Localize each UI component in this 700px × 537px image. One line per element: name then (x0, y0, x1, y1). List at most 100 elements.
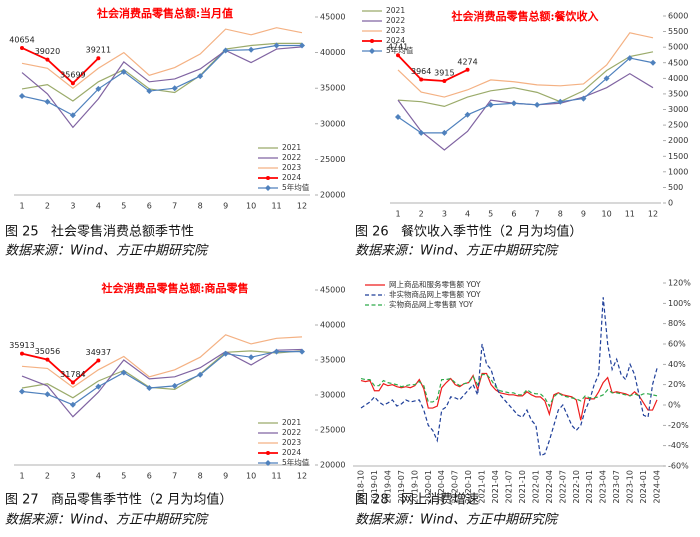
marker (69, 401, 76, 408)
legend-marker (266, 451, 270, 455)
x-tick-label: 11 (271, 202, 281, 211)
marker (96, 358, 101, 363)
x-tick-label: 5 (121, 472, 126, 481)
legend-label: 2024 (282, 173, 301, 182)
x-tick-label: 2020-10 (464, 470, 473, 503)
legend-label: 2021 (282, 418, 301, 427)
y-tick-label: 45000 (320, 13, 345, 22)
x-tick-label: 2018-10 (357, 470, 366, 503)
marker (120, 68, 127, 75)
x-tick-label: 9 (223, 472, 228, 481)
marker (557, 98, 564, 105)
marker (44, 98, 51, 105)
data-label: 4741 (388, 43, 408, 52)
y-tick-label: 3500 (668, 89, 688, 98)
legend-label: 2023 (282, 163, 301, 172)
y-tick-label: 4000 (668, 74, 688, 83)
x-tick-label: 3 (70, 472, 75, 481)
x-tick-label: 2021-01 (478, 470, 487, 503)
y-tick-label: 30000 (320, 119, 345, 128)
marker (44, 391, 51, 398)
data-label: 4274 (457, 57, 477, 66)
marker (19, 388, 25, 395)
x-tick-label: 2021-04 (491, 470, 500, 503)
data-label: 3964 (411, 67, 431, 76)
legend-label: 2021 (386, 6, 405, 15)
x-tick-label: 2021-07 (505, 470, 514, 503)
y-tick-label: 5000 (668, 43, 688, 52)
legend-label: 2023 (386, 26, 405, 35)
y-tick-label: 25000 (320, 426, 345, 435)
legend-label: 非实物商品网上零售额 YOY (389, 289, 481, 299)
marker (396, 53, 400, 58)
y-tick-label: 2000 (668, 136, 688, 145)
series-line (21, 47, 99, 85)
marker (146, 88, 153, 95)
marker (171, 85, 178, 92)
marker (441, 129, 448, 136)
x-tick-label: 12 (297, 472, 307, 481)
x-tick-label: 9 (581, 210, 586, 219)
legend-label: 2021 (282, 143, 301, 152)
data-label: 39020 (35, 47, 60, 56)
series-line (21, 46, 303, 129)
legend-label: 2022 (282, 428, 301, 437)
y-tick-label: -60% (668, 462, 689, 471)
x-tick-label: 2023-01 (585, 470, 594, 503)
x-tick-label: 2020-01 (424, 470, 433, 503)
marker (248, 354, 255, 361)
x-tick-label: 8 (198, 472, 203, 481)
y-tick-label: 40% (668, 360, 686, 369)
x-tick-label: 2019-07 (397, 470, 406, 503)
x-tick-label: 11 (271, 472, 281, 481)
y-tick-label: 25000 (320, 155, 345, 164)
marker (487, 101, 494, 108)
x-tick-label: 2020-07 (451, 470, 460, 503)
y-tick-label: 40000 (320, 48, 345, 57)
x-tick-label: 2023-10 (626, 470, 635, 503)
y-tick-label: 60% (668, 340, 686, 349)
figure-source: 数据来源：Wind、方正中期研究院 (355, 243, 559, 259)
series-line (397, 72, 654, 151)
x-tick-label: 8 (198, 202, 203, 211)
legend-label: 5年均值 (282, 457, 310, 467)
x-tick-label: 2020-04 (437, 470, 446, 503)
data-label: 40654 (9, 35, 34, 44)
marker (70, 380, 75, 385)
series-line (397, 32, 654, 98)
series-line (397, 57, 654, 134)
marker (395, 113, 401, 120)
x-tick-label: 2019-01 (370, 470, 379, 503)
marker (120, 369, 127, 376)
marker (95, 85, 102, 92)
x-tick-label: 3 (442, 210, 447, 219)
chart-title: 社会消费品零售总额:商品零售 (100, 281, 248, 295)
y-tick-label: 20% (668, 380, 686, 389)
x-tick-label: 7 (172, 202, 177, 211)
series-line (21, 27, 303, 89)
y-tick-label: 1000 (668, 167, 688, 176)
series-line (21, 351, 302, 406)
data-label: 31784 (60, 370, 85, 379)
marker (510, 100, 517, 107)
x-tick-label: 4 (96, 472, 101, 481)
legend-label: 2024 (282, 448, 301, 457)
x-tick-label: 12 (297, 202, 307, 211)
marker (70, 81, 75, 86)
y-tick-label: 4500 (668, 58, 688, 67)
marker (222, 350, 229, 357)
x-tick-label: 10 (246, 472, 256, 481)
y-tick-label: 500 (668, 183, 683, 192)
y-tick-label: 35000 (320, 356, 345, 365)
y-tick-label: 3000 (668, 105, 688, 114)
x-tick-label: 2022-10 (572, 470, 581, 503)
y-tick-label: -20% (668, 421, 689, 430)
figure-source: 数据来源：Wind、方正中期研究院 (355, 512, 559, 528)
y-tick-label: 2500 (668, 121, 688, 130)
x-tick-label: 2023-07 (612, 470, 621, 503)
chart-title: 社会消费品零售总额:当月值 (96, 6, 233, 20)
x-tick-label: 4 (96, 202, 101, 211)
y-tick-label: 40000 (320, 321, 345, 330)
y-tick-label: 1500 (668, 152, 688, 161)
